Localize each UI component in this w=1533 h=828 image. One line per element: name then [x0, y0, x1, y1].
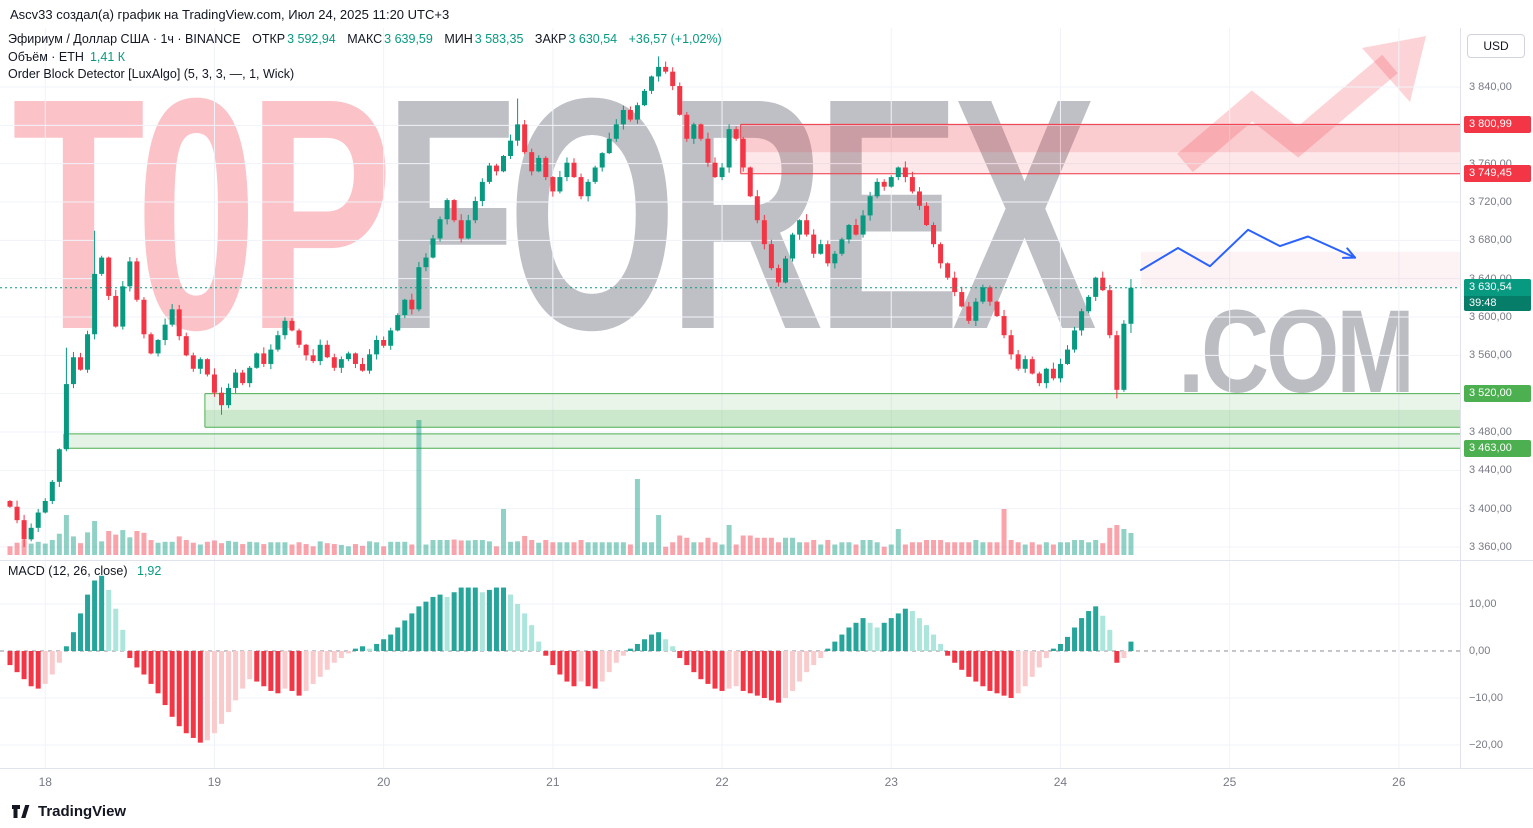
macd-histogram	[7, 575, 1134, 743]
time-axis-label: 18	[38, 775, 52, 789]
time-axis-label: 25	[1222, 775, 1237, 789]
watermark: T0PFOREX .COM	[0, 28, 1460, 768]
legend-volume-row[interactable]: Объём · ETH 1,41 К	[8, 49, 722, 67]
macd-canvas[interactable]	[0, 560, 1460, 768]
macd-params: (12, 26, close)	[48, 564, 128, 578]
time-axis-label: 19	[207, 775, 222, 789]
price-axis[interactable]: USD 3 840,003 760,003 720,003 680,003 64…	[1460, 28, 1533, 768]
time-axis-label: 20	[376, 775, 391, 789]
panel-separator[interactable]	[0, 560, 1533, 561]
countdown-timer: 39:48	[1464, 296, 1531, 312]
ohlc-close: ЗАКР 3 630,54	[534, 32, 618, 46]
tradingview-logo-icon[interactable]	[10, 801, 31, 822]
volume-label: Объём · ETH	[8, 49, 84, 64]
macd-axis-value: 0,00	[1469, 645, 1491, 657]
indicator-title: Order Block Detector [LuxAlgo] (5, 3, 3,…	[8, 67, 295, 81]
tradingview-brand-text[interactable]: TradingView	[38, 802, 127, 820]
watermark-domain: .COM	[1178, 286, 1415, 418]
macd-title: MACD	[8, 564, 45, 578]
price-line-label: 3 630,54 39:48	[1464, 279, 1531, 312]
time-axis-label: 22	[715, 775, 729, 789]
price-axis-value: 3 400,00	[1469, 502, 1512, 515]
price-axis-value: 3 360,00	[1469, 540, 1512, 553]
forecast-arrow-drawing[interactable]	[1140, 228, 1356, 272]
time-gridlines	[44, 28, 1400, 560]
currency-button[interactable]: USD	[1467, 34, 1525, 58]
time-axis-label: 24	[1053, 775, 1068, 789]
ohlc-open: ОТКР 3 592,94	[252, 32, 336, 46]
watermark-text-left: T0P	[12, 29, 393, 398]
volume-bars	[7, 420, 1134, 555]
price-axis-value: 3 440,00	[1469, 464, 1512, 477]
macd-axis-value: 10,00	[1469, 598, 1497, 610]
price-chart-canvas[interactable]	[0, 28, 1460, 560]
price-line-label: 3 520,00	[1464, 385, 1531, 403]
macd-axis-value: −20,00	[1469, 739, 1503, 751]
price-axis-value: 3 680,00	[1469, 234, 1512, 247]
ohlc-high: МАКС 3 639,59	[347, 32, 433, 46]
legend-macd-row[interactable]: MACD (12, 26, close) 1,92	[8, 564, 161, 578]
price-line-label: 3 749,45	[1464, 165, 1531, 183]
attribution-text: Ascv33 создал(а) график на TradingView.c…	[10, 6, 450, 22]
attribution-bar: Ascv33 создал(а) график на TradingView.c…	[0, 0, 1533, 28]
macd-value: 1,92	[137, 564, 162, 578]
footer-bar: TradingView	[0, 794, 1533, 828]
ohlc-low: МИН 3 583,35	[444, 32, 524, 46]
watermark-brand: T0PFOREX	[12, 49, 1097, 379]
chart-legend: Эфириум / Доллар США · 1ч · BINANCE ОТКР…	[8, 31, 722, 84]
price-line-label: 3 800,99	[1464, 115, 1531, 133]
price-axis-value: 3 560,00	[1469, 349, 1512, 362]
legend-symbol-row[interactable]: Эфириум / Доллар США · 1ч · BINANCE ОТКР…	[8, 31, 722, 49]
price-axis-value: 3 600,00	[1469, 310, 1512, 323]
chart-area[interactable]: T0PFOREX .COM Эфириум / Доллар США · 1ч …	[0, 28, 1460, 768]
price-axis-value: 3 480,00	[1469, 425, 1512, 438]
time-axis-label: 26	[1392, 775, 1406, 789]
price-axis-value: 3 720,00	[1469, 195, 1512, 208]
time-axis[interactable]: 18 19 20 21 22 23 24 25 26	[0, 768, 1533, 794]
time-axis-label: 23	[884, 775, 898, 789]
candles	[7, 56, 1134, 547]
price-axis-value: 3 840,00	[1469, 81, 1512, 93]
volume-value: 1,41 К	[89, 49, 126, 64]
price-line-label: 3 463,00	[1464, 439, 1531, 457]
watermark-text-right: FOREX	[383, 29, 1097, 398]
symbol-title: Эфириум / Доллар США · 1ч · BINANCE	[8, 32, 241, 46]
order-block-zones	[63, 123, 1460, 449]
macd-axis-value: −10,00	[1469, 692, 1503, 704]
price-change: +36,57 (+1,02%)	[628, 32, 722, 46]
legend-indicator-row[interactable]: Order Block Detector [LuxAlgo] (5, 3, 3,…	[8, 66, 722, 84]
time-axis-label: 21	[546, 775, 560, 789]
